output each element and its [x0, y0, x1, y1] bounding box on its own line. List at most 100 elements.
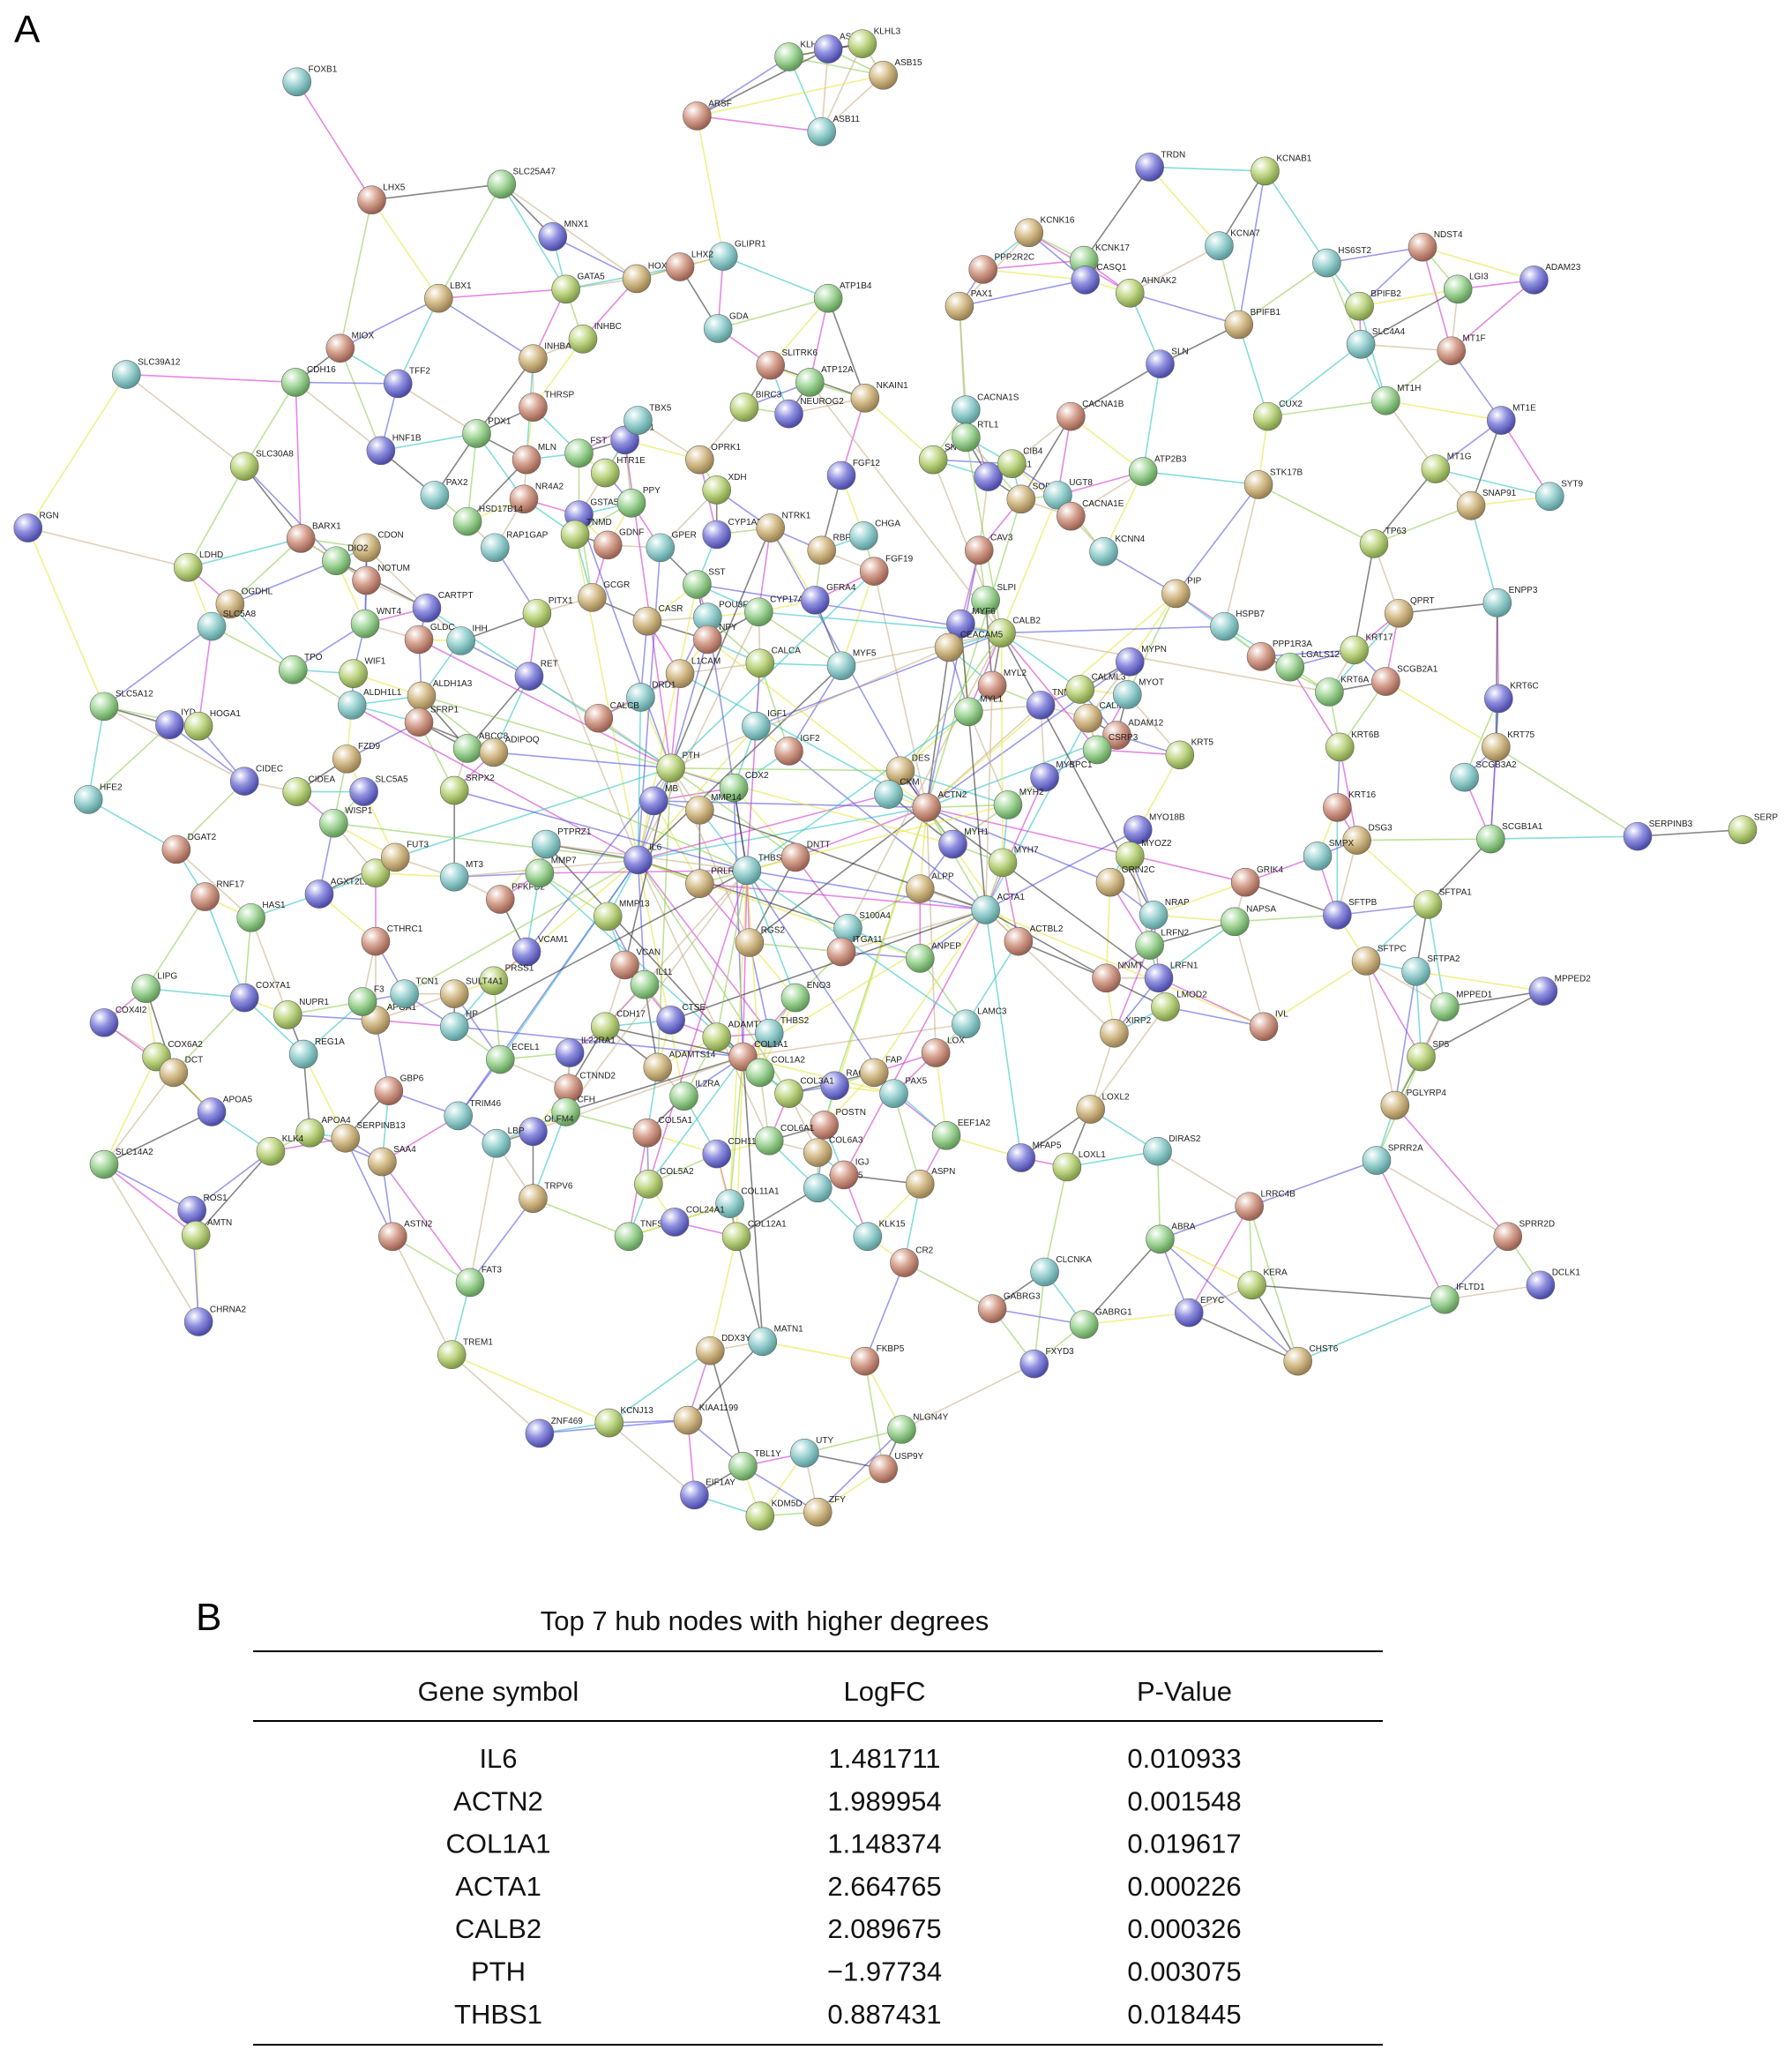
node [665, 252, 695, 281]
edge [823, 807, 928, 1126]
node-label: KRT16 [1348, 790, 1376, 800]
node-label: COL6A3 [829, 1135, 863, 1145]
node-label: IHH [472, 624, 487, 633]
node [1128, 457, 1158, 486]
edge [743, 1465, 818, 1513]
node-label: PIP [1187, 577, 1201, 587]
node [685, 869, 714, 898]
table-cell: −1.97734 [827, 1956, 942, 1987]
edge [1365, 961, 1396, 1106]
edge [637, 859, 646, 985]
node-label: NKAIN1 [877, 381, 909, 391]
node-label: WNT4 [377, 607, 402, 617]
node [161, 834, 191, 864]
node [1323, 901, 1352, 930]
edge [733, 787, 796, 858]
edge [198, 626, 213, 727]
node-label: LOXL2 [1101, 1092, 1130, 1102]
edge [1129, 245, 1220, 294]
edge [1470, 420, 1503, 506]
node-label: SLC5A5 [375, 774, 408, 784]
node-label: LDHD [199, 550, 223, 560]
node-label: LIPG [157, 971, 177, 981]
node-label: TNMD [586, 518, 612, 527]
edge [381, 1115, 459, 1163]
edge [1160, 1205, 1250, 1240]
edge [229, 560, 337, 605]
node [1135, 931, 1164, 960]
edge [469, 1198, 534, 1283]
node-label: SFTPB [1348, 898, 1378, 908]
node [683, 101, 712, 131]
node [131, 974, 161, 1003]
node-label: NNMT [1117, 961, 1143, 971]
node [729, 393, 759, 423]
edge [749, 941, 842, 953]
edge [637, 584, 698, 861]
node-label: FAT3 [482, 1266, 503, 1276]
node [479, 737, 509, 767]
node-label: L1CAM [691, 656, 721, 666]
node-label: SLC14A2 [116, 1148, 153, 1157]
node [952, 1009, 981, 1039]
node [918, 445, 948, 475]
edge [287, 1014, 377, 1021]
edge [340, 199, 373, 348]
node-label: NAPSA [1246, 905, 1276, 915]
edge [1385, 400, 1502, 422]
node [1421, 454, 1451, 483]
node [669, 1081, 698, 1111]
node-label: SOD3 [1033, 483, 1057, 492]
node [183, 711, 213, 741]
node-label: CALML3 [1092, 672, 1126, 682]
node-label: KRT6A [1340, 675, 1369, 685]
node [1482, 588, 1512, 617]
node-label: SERPINB13 [357, 1121, 406, 1131]
node [790, 1438, 819, 1468]
node-label: NR4A2 [535, 483, 564, 492]
node [331, 1123, 361, 1153]
node-label: MT1G [1447, 452, 1472, 461]
node [807, 535, 837, 565]
node-label: TBX5 [649, 403, 671, 413]
node-label: MYL2 [1004, 669, 1027, 678]
node [278, 655, 308, 685]
edge [243, 466, 302, 539]
edge [1033, 1271, 1046, 1365]
node-label: FAP [885, 1056, 902, 1066]
edge [735, 1236, 764, 1343]
node [1237, 1270, 1266, 1300]
edge-layer [27, 42, 1743, 1517]
node [803, 1138, 833, 1167]
node [1144, 963, 1174, 993]
node [1092, 963, 1121, 993]
node [702, 1022, 732, 1052]
edge [609, 1350, 711, 1424]
edge [967, 711, 1009, 805]
node-label: RTL1 [977, 421, 999, 430]
node-label: MATN1 [774, 1325, 804, 1335]
node [1004, 926, 1034, 956]
node [997, 449, 1027, 478]
node-label: SLC25A47 [513, 168, 556, 177]
node [482, 1128, 511, 1158]
node-label: THRSP [544, 391, 574, 400]
node [332, 744, 362, 774]
table-cell: ACTA1 [455, 1871, 541, 1902]
edge [1415, 970, 1543, 992]
node [1143, 1136, 1172, 1166]
node-label: COX6A2 [168, 1040, 203, 1050]
node [931, 1120, 961, 1150]
node-label: PPY [643, 486, 661, 496]
node-label: AMTN [207, 1218, 232, 1228]
edge [864, 1262, 906, 1362]
node [325, 333, 355, 363]
node-label: LMOD2 [1176, 990, 1207, 999]
node-label: HP [466, 1010, 478, 1020]
edge [103, 1163, 197, 1236]
node [1401, 957, 1430, 986]
table-cell: 2.089675 [827, 1913, 941, 1944]
node [665, 659, 695, 688]
edge [380, 432, 477, 452]
node [1113, 680, 1142, 709]
